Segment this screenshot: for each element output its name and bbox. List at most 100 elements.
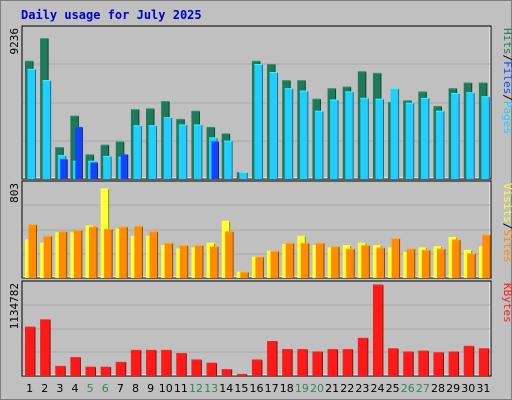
- files-bar: [224, 140, 233, 179]
- legend-visits-sites: Visits/Sites: [501, 183, 512, 263]
- x-tick-label: 20: [310, 382, 324, 395]
- x-tick-label: 25: [386, 382, 400, 395]
- x-tick-label: 2: [41, 382, 48, 395]
- visits-bar: [119, 226, 128, 278]
- kbytes-bar: [161, 349, 172, 376]
- files-bar: [103, 155, 112, 179]
- visits-bar: [43, 235, 53, 278]
- x-tick-label: 15: [234, 382, 248, 395]
- files-bar: [360, 97, 369, 179]
- visits-bar: [164, 242, 174, 278]
- kbytes-bar: [342, 349, 354, 376]
- files-bar: [178, 124, 188, 179]
- files-bar: [193, 124, 203, 179]
- kbytes-bar: [357, 337, 369, 376]
- kbytes-bar: [463, 345, 475, 376]
- visits-bar: [376, 247, 385, 278]
- x-tick-label: 4: [71, 382, 78, 395]
- files-bar: [314, 110, 324, 179]
- kbytes-bar: [25, 326, 36, 376]
- files-bar: [420, 97, 430, 179]
- x-tick-label: 13: [204, 382, 218, 395]
- x-tick-label: 23: [355, 382, 369, 395]
- x-tick-label: 31: [476, 382, 490, 395]
- files-bar: [284, 88, 294, 179]
- pages-bar: [211, 141, 220, 179]
- x-tick-label: 18: [280, 382, 294, 395]
- visits-bar: [28, 224, 37, 278]
- legend-entry: Pages: [501, 101, 512, 134]
- files-bar: [466, 92, 475, 179]
- y-max-label: 803: [8, 183, 21, 203]
- kbytes-bar: [221, 369, 233, 376]
- files-bar: [133, 125, 142, 179]
- files-bar: [148, 125, 158, 179]
- x-tick-label: 12: [189, 382, 203, 395]
- kbytes-bar: [267, 341, 278, 376]
- files-bar: [269, 72, 279, 179]
- x-tick-label: 9: [147, 382, 154, 395]
- kbytes-bar: [236, 373, 248, 376]
- legend-kbytes: KBytes: [501, 283, 512, 323]
- files-bar: [345, 91, 354, 179]
- legend-entry: Files: [501, 61, 512, 94]
- files-bar: [405, 102, 415, 179]
- kbytes-bar: [403, 351, 414, 376]
- kbytes-bar: [100, 366, 112, 376]
- x-tick-label: 28: [431, 382, 445, 395]
- kbytes-bar: [115, 361, 127, 376]
- x-tick-label: 27: [416, 382, 430, 395]
- files-bar: [451, 92, 460, 179]
- visits-bar: [270, 250, 280, 278]
- visits-bar: [149, 231, 159, 278]
- visits-bar: [89, 226, 98, 278]
- kbytes-bar: [176, 353, 187, 376]
- kbytes-bar: [146, 349, 157, 376]
- x-tick-label: 16: [250, 382, 264, 395]
- kbytes-bar: [448, 351, 460, 376]
- x-tick-label: 24: [371, 382, 385, 395]
- kbytes-bar: [418, 350, 429, 376]
- kbytes-bar: [297, 349, 308, 376]
- visits-bar: [421, 249, 431, 278]
- pages-bar: [90, 162, 99, 179]
- kbytes-bar: [388, 348, 399, 376]
- kbytes-bar: [55, 365, 66, 376]
- visits-bar: [179, 245, 189, 278]
- files-bar: [435, 110, 445, 179]
- visits-bar: [73, 230, 83, 278]
- files-bar: [163, 117, 173, 179]
- visits-bar: [315, 242, 325, 278]
- files-bar: [239, 172, 248, 179]
- visits-bar: [452, 239, 461, 278]
- legend-entry: Visits: [501, 183, 512, 223]
- x-tick-label: 1: [26, 382, 33, 395]
- files-bar: [27, 68, 36, 179]
- chart-title: Daily usage for July 2025: [21, 8, 202, 22]
- pages-bar: [60, 159, 68, 179]
- files-bar: [481, 96, 490, 179]
- visits-bar: [104, 228, 113, 278]
- visits-bar: [482, 234, 491, 278]
- kbytes-bar: [130, 349, 142, 376]
- legend-entry: KBytes: [501, 283, 512, 323]
- files-bar: [254, 63, 263, 179]
- y-max-label: 1134782: [8, 283, 21, 329]
- x-tick-label: 8: [132, 382, 139, 395]
- files-bar: [375, 98, 384, 179]
- visits-bar: [346, 248, 355, 278]
- kbytes-bar: [372, 284, 384, 376]
- legend-entry: /: [501, 94, 512, 101]
- visits-bar: [361, 245, 370, 278]
- legend-entry: Hits: [501, 28, 512, 55]
- x-tick-label: 26: [401, 382, 415, 395]
- kbytes-bar: [191, 359, 202, 376]
- legend-entry: /: [501, 223, 512, 230]
- legend-entry: Sites: [501, 229, 512, 262]
- kbytes-bar: [312, 351, 323, 376]
- x-tick-label: 17: [265, 382, 279, 395]
- visits-bar: [406, 248, 416, 278]
- visits-bar: [436, 248, 446, 278]
- files-bar: [42, 80, 52, 179]
